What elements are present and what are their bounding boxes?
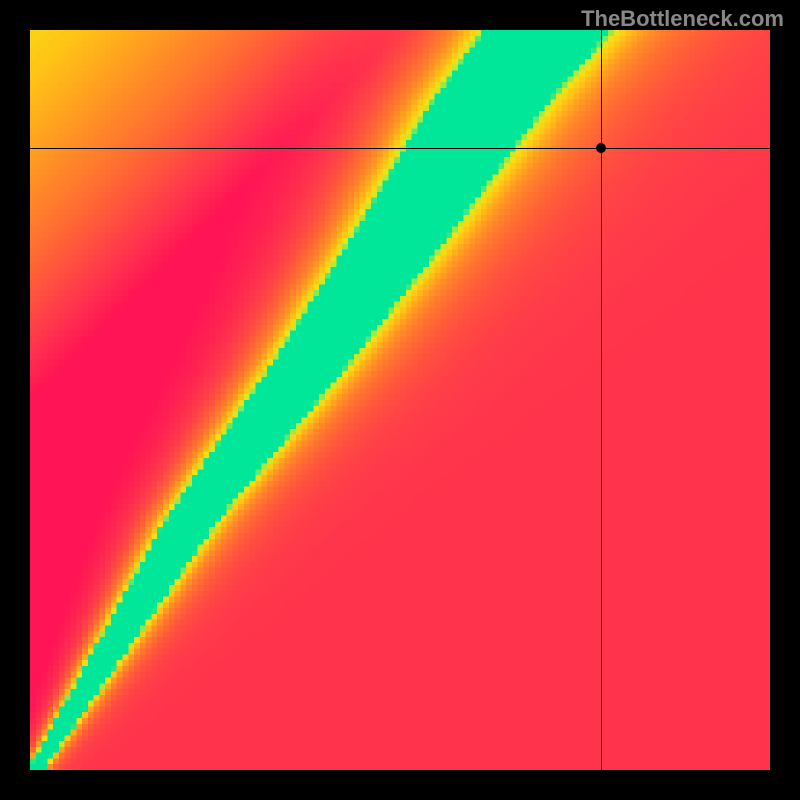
crosshair-horizontal — [30, 148, 770, 149]
heatmap-canvas — [30, 30, 770, 770]
heatmap-plot — [30, 30, 770, 770]
watermark-text: TheBottleneck.com — [581, 6, 784, 32]
crosshair-vertical — [601, 30, 602, 770]
crosshair-marker — [596, 143, 606, 153]
